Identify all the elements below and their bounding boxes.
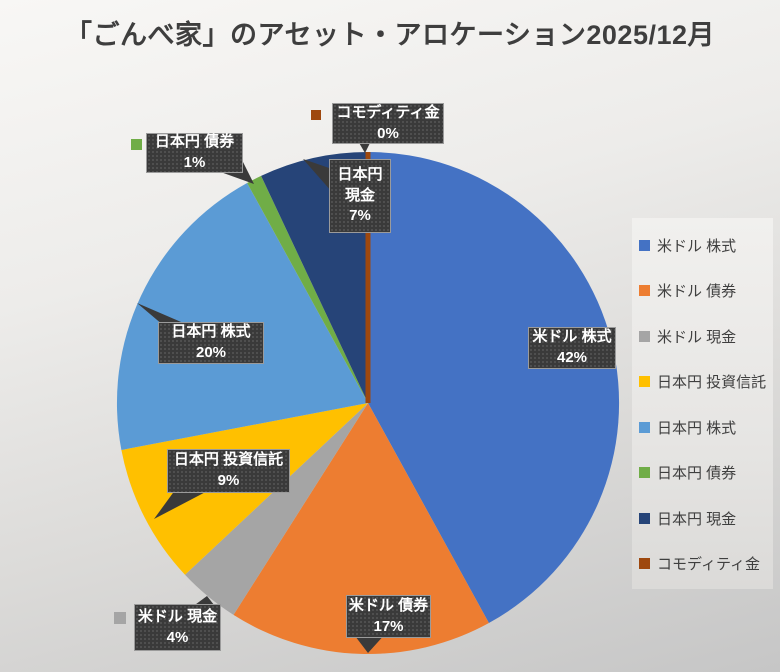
legend-label: 米ドル 債券 bbox=[657, 283, 737, 301]
data-label-usd-bond[interactable]: 米ドル 債券 17% bbox=[346, 595, 431, 638]
data-label-usd-cash[interactable]: 米ドル 現金 4% bbox=[134, 604, 221, 651]
data-label-gold[interactable]: コモディティ金 0% bbox=[332, 103, 444, 144]
data-label-jpy-cash[interactable]: 日本円 現金 7% bbox=[329, 159, 391, 233]
legend-label: 日本円 債券 bbox=[657, 465, 737, 483]
data-label-jpy-stock[interactable]: 日本円 株式 20% bbox=[158, 322, 264, 364]
data-label-category: 日本円 株式 bbox=[171, 323, 251, 341]
pie-slice-jpy_stock[interactable] bbox=[116, 183, 369, 450]
label-key-gold-icon bbox=[311, 110, 321, 120]
legend-swatch-icon bbox=[639, 421, 650, 433]
callout-tail-jpy-fund bbox=[154, 486, 217, 519]
data-label-percent: 7% bbox=[349, 207, 371, 225]
data-label-category: 日本円 現金 bbox=[337, 165, 383, 204]
data-label-percent: 4% bbox=[166, 628, 189, 646]
data-label-category: 日本円 投資信託 bbox=[173, 451, 284, 469]
chart-title[interactable]: 「ごんべ家」のアセット・アロケーション2025/12月 bbox=[64, 20, 716, 50]
legend-item-jpy_fund[interactable]: 日本円 投資信託 bbox=[639, 371, 769, 392]
data-label-usd-stock[interactable]: 米ドル 株式 42% bbox=[528, 327, 616, 369]
legend-label: 日本円 株式 bbox=[657, 419, 737, 437]
data-label-category: 米ドル 株式 bbox=[532, 328, 612, 346]
legend-swatch-icon bbox=[639, 330, 650, 342]
legend-item-usd_cash[interactable]: 米ドル 現金 bbox=[639, 326, 769, 347]
label-key-usd-cash-icon bbox=[114, 612, 126, 624]
legend-label: 日本円 投資信託 bbox=[657, 374, 767, 392]
data-label-percent: 0% bbox=[377, 124, 399, 142]
data-label-percent: 17% bbox=[373, 617, 404, 635]
callout-tail-jpy-cash bbox=[303, 159, 332, 192]
data-label-category: 日本円 債券 bbox=[154, 133, 235, 151]
legend-item-jpy_cash[interactable]: 日本円 現金 bbox=[639, 508, 769, 529]
legend-swatch-icon bbox=[639, 512, 650, 524]
data-label-category: コモディティ金 bbox=[336, 103, 440, 121]
data-label-percent: 1% bbox=[183, 154, 206, 171]
data-label-percent: 9% bbox=[217, 472, 240, 489]
callout-tail-gold bbox=[358, 141, 371, 153]
legend: 米ドル 株式 米ドル 債券 米ドル 現金日本円 投資信託 日本円 株式 日本円 債券 日本… bbox=[632, 218, 773, 589]
legend-swatch-icon bbox=[639, 285, 650, 297]
legend-label: 米ドル 現金 bbox=[657, 328, 737, 346]
legend-item-usd_stock[interactable]: 米ドル 株式 bbox=[639, 235, 769, 256]
data-label-percent: 42% bbox=[556, 349, 588, 366]
legend-label: コモディティ金 bbox=[657, 555, 761, 573]
legend-label: 米ドル 株式 bbox=[657, 238, 737, 255]
legend-swatch-icon bbox=[639, 467, 650, 479]
pie-slice-jpy_bond[interactable] bbox=[247, 175, 368, 403]
legend-swatch-icon bbox=[639, 557, 650, 569]
label-key-jpy-bond-icon bbox=[131, 139, 142, 150]
pie-slice-usd_cash[interactable] bbox=[185, 403, 368, 615]
data-label-jpy-bond[interactable]: 日本円 債券 1% bbox=[146, 133, 243, 173]
legend-item-jpy_stock[interactable]: 日本円 株式 bbox=[639, 417, 769, 438]
data-label-category: 米ドル 債券 bbox=[348, 596, 429, 614]
data-label-percent: 20% bbox=[195, 344, 227, 361]
legend-swatch-icon bbox=[639, 376, 650, 388]
pie-slice-usd_bond[interactable] bbox=[233, 403, 489, 655]
pie-slice-usd_stock[interactable] bbox=[368, 152, 620, 623]
legend-label: 日本円 現金 bbox=[657, 510, 737, 528]
data-label-category: 米ドル 現金 bbox=[137, 607, 218, 625]
legend-item-jpy_bond[interactable]: 日本円 債券 bbox=[639, 462, 769, 483]
legend-item-gold[interactable]: コモディティ金 bbox=[639, 553, 769, 574]
legend-item-usd_bond[interactable]: 米ドル 債券 bbox=[639, 280, 769, 301]
data-label-jpy-fund[interactable]: 日本円 投資信託 9% bbox=[167, 449, 290, 493]
legend-swatch-icon bbox=[639, 240, 650, 251]
